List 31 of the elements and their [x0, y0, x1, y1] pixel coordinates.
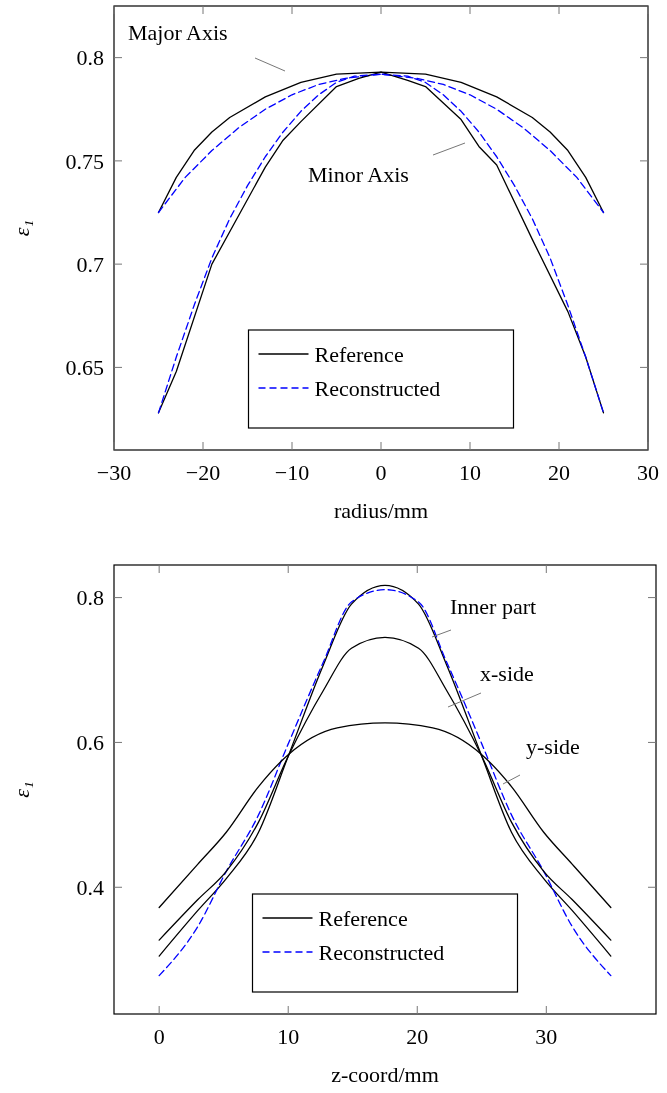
y-tick-label: 0.6 — [76, 730, 104, 756]
legend-label: Reference — [314, 341, 404, 367]
x-tick-label: −20 — [185, 460, 221, 485]
x-tick-label: 20 — [406, 1024, 429, 1049]
y-tick-label: 0.8 — [76, 45, 104, 71]
x-axis-title: z-coord/mm — [331, 1062, 439, 1087]
y-tick-label: 0.8 — [76, 585, 104, 611]
y-axis-title: ε₁ — [9, 781, 34, 798]
x-tick-label: 0 — [375, 460, 387, 485]
annotation: y-side — [526, 734, 580, 759]
annotation: x-side — [480, 661, 534, 686]
annotation: Minor Axis — [308, 162, 409, 187]
annotation: Major Axis — [128, 20, 228, 45]
legend-label: Reconstructed — [314, 375, 441, 401]
legend-label: Reference — [318, 905, 408, 931]
y-axis-title: ε₁ — [9, 219, 34, 237]
annotation: Inner part — [450, 594, 537, 619]
x-tick-label: −30 — [96, 460, 132, 485]
x-tick-label: 10 — [277, 1024, 300, 1049]
x-tick-label: 10 — [459, 460, 481, 485]
legend-label: Reconstructed — [318, 939, 445, 965]
y-tick-label: 0.7 — [76, 251, 104, 277]
y-tick-label: 0.4 — [76, 874, 104, 900]
x-tick-label: 0 — [153, 1024, 165, 1049]
x-tick-label: 30 — [535, 1024, 558, 1049]
y-tick-label: 0.65 — [65, 355, 104, 381]
x-tick-label: −10 — [274, 460, 310, 485]
x-tick-label: 30 — [637, 460, 659, 485]
x-axis-title: radius/mm — [333, 498, 429, 523]
x-tick-label: 20 — [548, 460, 570, 485]
y-tick-label: 0.75 — [65, 148, 104, 174]
